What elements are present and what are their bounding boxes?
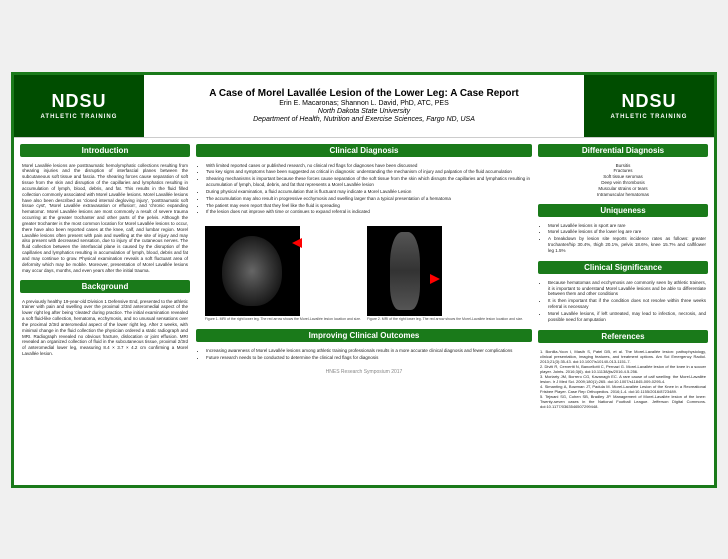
reference-item: 1. Bonilla-Yoon I, Masih S, Patel DB, et… xyxy=(540,349,706,364)
clinical-diagnosis-header: Clinical Diagnosis xyxy=(196,144,532,157)
clinical-diagnosis-list: With limited reported cases or published… xyxy=(198,163,530,216)
reference-item: 4. Simanting A, Bowman JT, Padula M. Mor… xyxy=(540,384,706,394)
mri-scan-icon xyxy=(222,236,282,306)
clinical-diagnosis-body: With limited reported cases or published… xyxy=(196,161,532,219)
poster-header: NDSU ATHLETIC TRAINING A Case of Morel L… xyxy=(14,75,714,138)
significance-body: Because hematomas and ecchymosis are com… xyxy=(538,278,708,326)
arrow-icon xyxy=(430,274,440,284)
poster-department: Department of Health, Nutrition and Exer… xyxy=(253,116,475,123)
background-text: A previously healthy 19-year-old Divisio… xyxy=(20,297,190,359)
logo-subtitle: ATHLETIC TRAINING xyxy=(41,114,118,120)
column-center: Clinical Diagnosis With limited reported… xyxy=(196,144,532,479)
improving-list: Increasing awareness of Morel Lavallée l… xyxy=(198,348,530,361)
uniqueness-header: Uniqueness xyxy=(538,204,708,217)
references-header: References xyxy=(538,330,708,343)
differential-body: Bursitis Fractures Soft tissue seromas D… xyxy=(538,161,708,200)
significance-header: Clinical Significance xyxy=(538,261,708,274)
logo-name: NDSU xyxy=(51,91,106,112)
list-item: Because hematomas and ecchymosis are com… xyxy=(548,280,706,298)
footer-symposium: HNES Research Symposium 2017 xyxy=(196,368,532,376)
list-item: Intramuscular hematomas xyxy=(540,192,706,198)
list-item: It is then important that if the conditi… xyxy=(548,298,706,310)
figure-2-caption: Figure 2. MRI of the right lower leg. Th… xyxy=(367,317,523,321)
reference-item: 2. Diviti R, Cervertti N, Bancellotti C,… xyxy=(540,364,706,374)
column-right: Differential Diagnosis Bursitis Fracture… xyxy=(538,144,708,479)
introduction-header: Introduction xyxy=(20,144,190,157)
uniqueness-list: Morel Lavallée lesions in sport are rare… xyxy=(540,223,706,254)
logo-left: NDSU ATHLETIC TRAINING xyxy=(14,75,144,137)
poster-authors: Erin E. Macaronas; Shannon L. David, PhD… xyxy=(279,100,449,107)
list-item: Future research needs to be conducted to… xyxy=(206,355,530,361)
mri-figure-1 xyxy=(205,226,300,316)
list-item: Morel Lavallée lesions of the lower leg … xyxy=(548,229,706,235)
reference-item: 5. Tejwani SG, Cohen SB, Bradley JP. Man… xyxy=(540,394,706,409)
list-item: A breakdown by lesion site reports incid… xyxy=(548,236,706,254)
figure-2-col: Figure 2. MRI of the right lower leg. Th… xyxy=(367,226,523,321)
differential-header: Differential Diagnosis xyxy=(538,144,708,157)
mri-figure-2 xyxy=(367,226,442,316)
list-item: During physical examination, a fluid acc… xyxy=(206,189,530,195)
list-item: The patient may even report that they fe… xyxy=(206,203,530,209)
poster-body: Introduction Morel Lavallée lesions are … xyxy=(14,138,714,485)
background-header: Background xyxy=(20,280,190,293)
research-poster: NDSU ATHLETIC TRAINING A Case of Morel L… xyxy=(11,72,717,488)
list-item: Increasing awareness of Morel Lavallée l… xyxy=(206,348,530,354)
uniqueness-body: Morel Lavallée lesions in sport are rare… xyxy=(538,221,708,257)
list-item: Morel Lavallée lesions in sport are rare xyxy=(548,223,706,229)
list-item: With limited reported cases or published… xyxy=(206,163,530,169)
improving-body: Increasing awareness of Morel Lavallée l… xyxy=(196,346,532,364)
list-item: Shearing mechanisms is important because… xyxy=(206,176,530,188)
figure-1-col: Figure 1. MRI of the right lower leg. Th… xyxy=(205,226,361,321)
logo-right: NDSU ATHLETIC TRAINING xyxy=(584,75,714,137)
poster-institution: North Dakota State University xyxy=(318,108,410,115)
references-body: 1. Bonilla-Yoon I, Masih S, Patel DB, et… xyxy=(538,347,708,411)
reference-item: 3. Moriarty JM, Borrero CG, Kavanagh EC.… xyxy=(540,374,706,384)
figure-1-caption: Figure 1. MRI of the right lower leg. Th… xyxy=(205,317,361,321)
list-item: The accumulation may also result in prog… xyxy=(206,196,530,202)
arrow-icon xyxy=(292,238,302,248)
list-item: If the lesion does not improve with time… xyxy=(206,209,530,215)
logo-name-r: NDSU xyxy=(621,91,676,112)
list-item: Two key signs and symptoms have been sug… xyxy=(206,169,530,175)
column-left: Introduction Morel Lavallée lesions are … xyxy=(20,144,190,479)
logo-subtitle-r: ATHLETIC TRAINING xyxy=(611,114,688,120)
introduction-text: Morel Lavallée lesions are posttraumatic… xyxy=(20,161,190,276)
improving-header: Improving Clinical Outcomes xyxy=(196,329,532,342)
title-block: A Case of Morel Lavallée Lesion of the L… xyxy=(144,75,584,137)
list-item: Morel Lavallée lesions, if left untreate… xyxy=(548,311,706,323)
significance-list: Because hematomas and ecchymosis are com… xyxy=(540,280,706,323)
figure-row: Figure 1. MRI of the right lower leg. Th… xyxy=(196,226,532,321)
poster-title: A Case of Morel Lavallée Lesion of the L… xyxy=(209,88,519,99)
mri-scan-icon xyxy=(390,232,420,310)
